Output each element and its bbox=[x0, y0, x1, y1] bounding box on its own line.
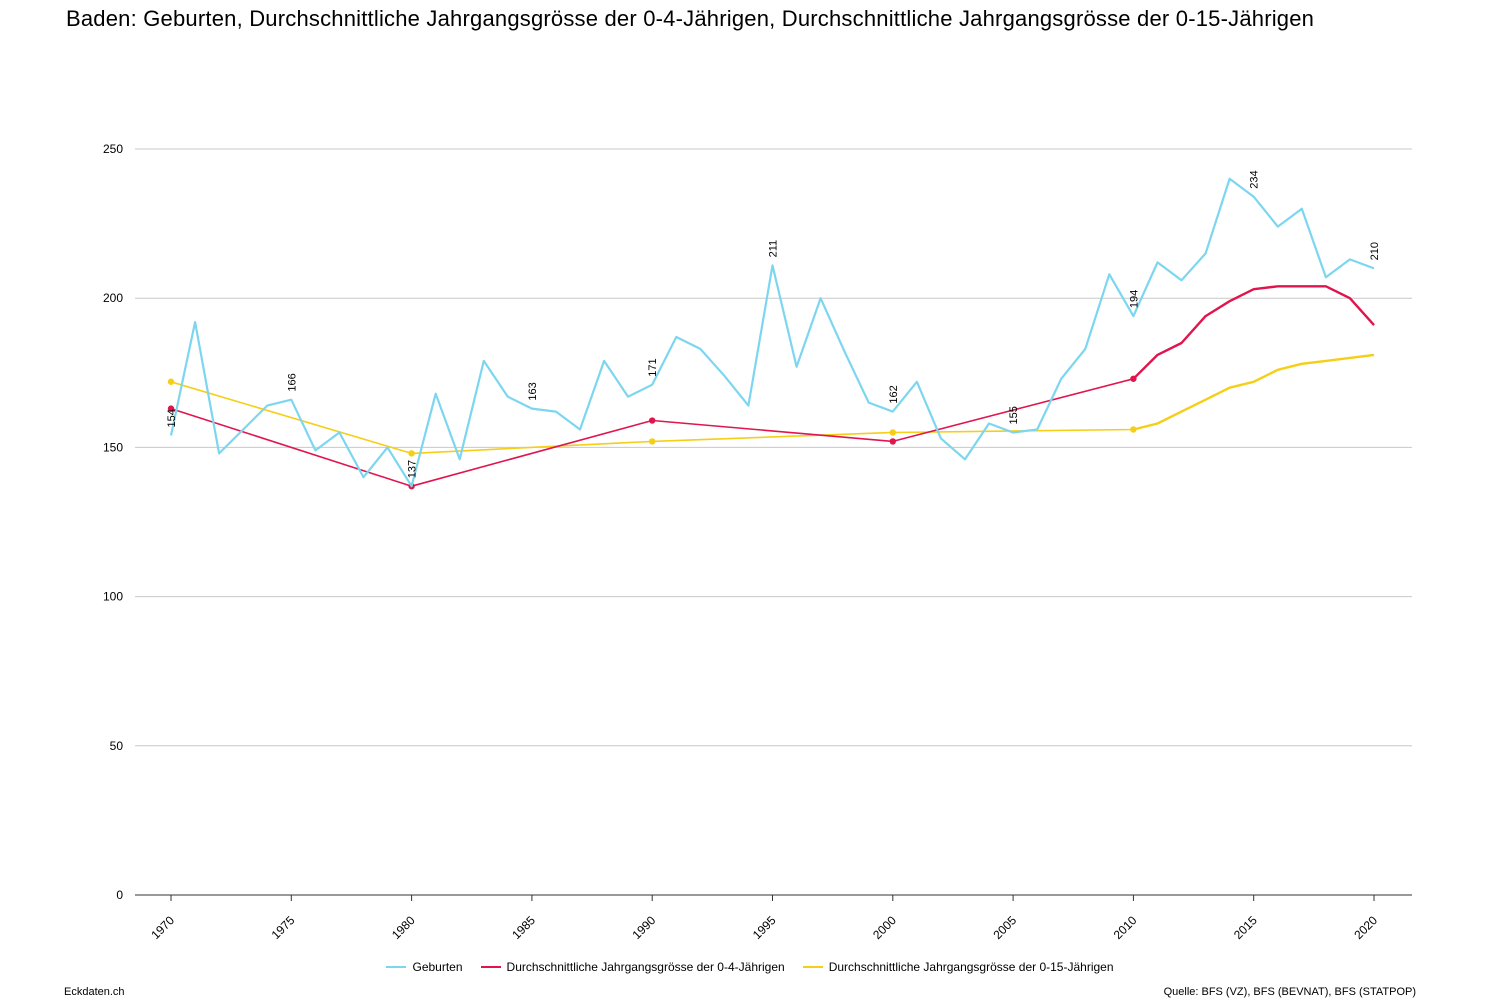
x-tick-label: 2005 bbox=[990, 913, 1019, 942]
data-label: 194 bbox=[1128, 290, 1140, 308]
legend-label: Durchschnittliche Jahrgangsgrösse der 0-… bbox=[828, 960, 1114, 974]
data-label: 211 bbox=[768, 240, 780, 258]
x-tick-label: 1980 bbox=[389, 913, 418, 942]
series-point bbox=[1130, 426, 1137, 433]
series-point bbox=[649, 417, 656, 424]
y-tick-label: 50 bbox=[110, 739, 124, 753]
data-label: 137 bbox=[407, 460, 419, 478]
series-layer bbox=[167, 177, 1375, 490]
data-label: 154 bbox=[166, 409, 178, 427]
data-label: 234 bbox=[1249, 170, 1261, 188]
x-tick-label: 1970 bbox=[148, 913, 177, 942]
grid-lines bbox=[135, 148, 1412, 747]
x-tick-label: 1975 bbox=[269, 913, 298, 942]
data-label: 210 bbox=[1369, 242, 1381, 260]
series-line-recent-2 bbox=[1133, 353, 1375, 431]
y-tick-label: 250 bbox=[103, 142, 123, 156]
series-line-2 bbox=[170, 354, 1375, 455]
axes: 0 50 100 150 200 250 1970 1975 1980 1985 1990 1995 2… bbox=[103, 142, 1412, 942]
data-label: 166 bbox=[286, 373, 298, 391]
x-tick-label: 1985 bbox=[509, 913, 538, 942]
data-label: 155 bbox=[1008, 406, 1020, 424]
y-tick-label: 150 bbox=[103, 440, 123, 454]
x-tick-label: 2010 bbox=[1111, 913, 1140, 942]
legend-item: Durchschnittliche Jahrgangsgrösse der 0-… bbox=[802, 960, 1114, 974]
series-point bbox=[889, 429, 896, 436]
x-tick-label: 2020 bbox=[1351, 913, 1380, 942]
legend-item: Durchschnittliche Jahrgangsgrösse der 0-… bbox=[480, 960, 785, 974]
legend-swatch bbox=[386, 966, 407, 968]
data-labels: 154 166 137 163 171 211 162 155 194 234 210 bbox=[166, 170, 1381, 478]
legend: Geburten Durchschnittliche Jahrgangsgröss… bbox=[0, 960, 1500, 974]
data-label: 163 bbox=[527, 382, 539, 400]
y-tick-label: 200 bbox=[103, 291, 123, 305]
x-tick-label: 2000 bbox=[870, 913, 899, 942]
site-credit: Eckdaten.ch bbox=[64, 986, 125, 998]
series-point bbox=[889, 438, 896, 445]
data-label: 171 bbox=[647, 358, 659, 376]
series-line-0 bbox=[169, 177, 1375, 488]
series-point bbox=[649, 438, 656, 445]
legend-label: Durchschnittliche Jahrgangsgrösse der 0-… bbox=[506, 960, 785, 974]
legend-swatch bbox=[802, 966, 823, 968]
data-label: 162 bbox=[888, 385, 900, 403]
series-point bbox=[167, 405, 175, 412]
source-note: Quelle: BFS (VZ), BFS (BEVNAT), BFS (STA… bbox=[1163, 986, 1416, 998]
series-point bbox=[408, 450, 415, 457]
series-point bbox=[167, 378, 175, 385]
x-tick-label: 1990 bbox=[630, 913, 659, 942]
legend-swatch bbox=[480, 966, 501, 968]
legend-label: Geburten bbox=[412, 960, 463, 974]
legend-item: Geburten bbox=[386, 960, 463, 974]
y-tick-label: 100 bbox=[103, 590, 123, 604]
x-tick-label: 2015 bbox=[1231, 913, 1260, 942]
y-tick-label: 0 bbox=[116, 888, 123, 902]
series-point bbox=[1130, 375, 1137, 382]
x-tick-label: 1995 bbox=[750, 913, 779, 942]
chart-title: Baden: Geburten, Durchschnittliche Jahrg… bbox=[66, 6, 1315, 31]
series-line-recent-1 bbox=[1132, 285, 1375, 380]
